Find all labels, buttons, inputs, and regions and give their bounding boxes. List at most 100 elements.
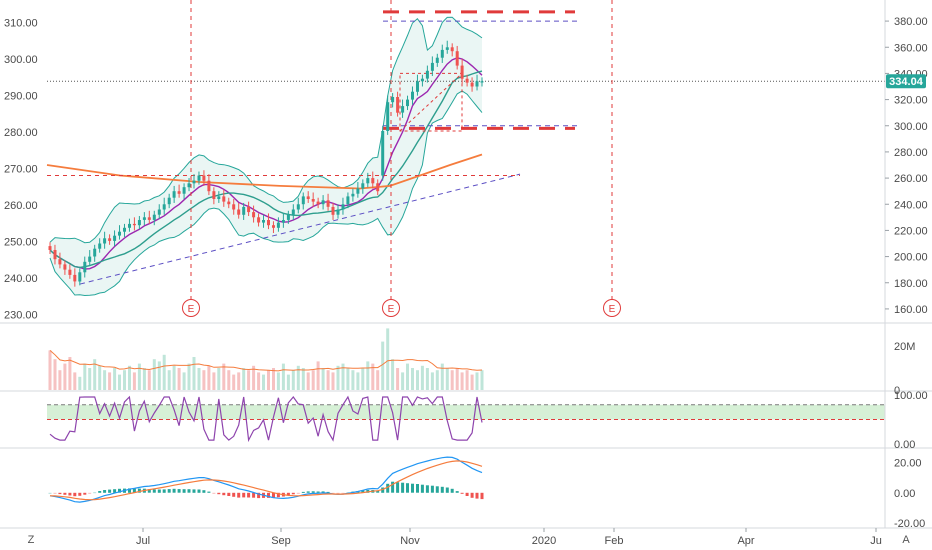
volume-bar xyxy=(361,368,365,390)
volume-bar xyxy=(197,368,201,390)
volume-bar xyxy=(291,370,295,390)
volume-bar xyxy=(326,370,330,390)
bollinger-bands xyxy=(49,16,483,297)
macd-histogram-bar xyxy=(48,492,52,494)
macd-histogram-bar xyxy=(172,488,176,493)
volume-bar xyxy=(406,363,409,390)
volume-bar xyxy=(460,372,464,390)
candle-body xyxy=(142,217,146,220)
time-tick-label: Nov xyxy=(400,535,420,547)
left-tick-label: 280.00 xyxy=(4,127,38,139)
right-tick-label: 320.00 xyxy=(894,95,928,107)
right-price-axis: 380.00360.00340.00320.00300.00280.00260.… xyxy=(885,16,928,530)
volume-tick-label: 0 xyxy=(894,385,900,397)
volume-bar xyxy=(420,365,424,390)
candle-body xyxy=(470,82,474,87)
candle-body xyxy=(172,191,176,198)
macd-histogram-bar xyxy=(376,490,380,493)
auto-scale-button[interactable]: A xyxy=(902,534,910,546)
volume-bar xyxy=(435,370,439,390)
candle-body xyxy=(381,131,385,176)
candle-body xyxy=(147,217,151,220)
volume-bar xyxy=(192,357,196,390)
candle-body xyxy=(242,206,246,215)
candle-body xyxy=(58,259,62,265)
volume-bar xyxy=(113,368,117,390)
rsi-tick-label: 100.00 xyxy=(894,390,928,402)
volume-bar xyxy=(376,370,380,390)
candle-body xyxy=(435,57,439,63)
volume-bar xyxy=(475,372,479,390)
ma-medium-line xyxy=(49,70,483,269)
volume-bar xyxy=(98,365,102,390)
earnings-marker xyxy=(603,299,621,317)
earnings-marker-label: E xyxy=(188,304,195,315)
pane-separators xyxy=(0,0,932,529)
macd-histogram-bar xyxy=(276,492,280,498)
candle-body xyxy=(128,223,131,228)
candle-body xyxy=(301,196,305,205)
candle-body xyxy=(98,243,102,249)
left-tick-label: 290.00 xyxy=(4,91,38,103)
volume-bar xyxy=(411,368,414,390)
candle-body xyxy=(247,206,251,213)
volume-bar xyxy=(152,359,156,390)
moving-averages xyxy=(46,57,521,285)
volume-bar xyxy=(137,363,141,390)
volume-bar xyxy=(296,365,300,390)
candle-body xyxy=(182,187,186,194)
macd-histogram-bar xyxy=(425,485,429,493)
candle-body xyxy=(123,227,126,232)
candle-body xyxy=(262,220,265,223)
volume-bar xyxy=(132,372,136,390)
candle-body xyxy=(212,191,216,199)
macd-histogram-bar xyxy=(435,486,439,493)
volume-bar xyxy=(252,365,256,390)
volume-bar xyxy=(58,370,62,390)
macd-histogram-bar xyxy=(257,492,261,499)
macd-histogram-bar xyxy=(336,492,340,494)
macd-histogram-bar xyxy=(411,483,414,493)
macd-histogram-bar xyxy=(306,491,310,493)
macd-histogram-bar xyxy=(237,492,241,498)
candle-body xyxy=(257,217,261,223)
volume-bar xyxy=(63,363,67,390)
left-tick-label: 230.00 xyxy=(4,310,38,322)
macd-histogram-bar xyxy=(296,492,300,494)
candle-body xyxy=(336,209,340,215)
zoom-button[interactable]: Z xyxy=(28,534,35,546)
macd-histogram-bar xyxy=(247,492,251,498)
macd-histogram-bar xyxy=(88,492,92,494)
volume-bar xyxy=(311,370,315,390)
macd-histogram-bar xyxy=(152,489,156,493)
candle-body xyxy=(321,200,325,205)
volume-bar xyxy=(78,376,82,390)
volume-bar xyxy=(276,372,280,390)
macd-histogram-bar xyxy=(391,481,395,493)
candle-body xyxy=(346,196,350,205)
candle-body xyxy=(401,106,405,113)
volume-bar xyxy=(48,350,52,390)
volume-bar xyxy=(386,328,390,390)
candle-body xyxy=(88,256,92,262)
candle-body xyxy=(465,78,469,83)
volume-bar xyxy=(281,363,285,390)
macd-histogram-bar xyxy=(316,491,320,493)
macd-histogram-bar xyxy=(73,492,77,497)
earnings-marker xyxy=(182,299,200,317)
volume-bar xyxy=(331,372,335,390)
macd-histogram-bar xyxy=(192,489,196,493)
macd-histogram-bar xyxy=(63,492,67,495)
left-tick-label: 300.00 xyxy=(4,54,38,66)
macd-histogram-bar xyxy=(128,488,131,493)
candle-body xyxy=(455,51,459,66)
support-trendline xyxy=(79,173,521,285)
right-tick-label: 220.00 xyxy=(894,225,928,237)
candle-body xyxy=(406,99,409,107)
volume-average-line xyxy=(49,350,483,372)
candle-body xyxy=(371,178,375,184)
candle-body xyxy=(103,238,107,244)
candle-body xyxy=(137,220,141,226)
